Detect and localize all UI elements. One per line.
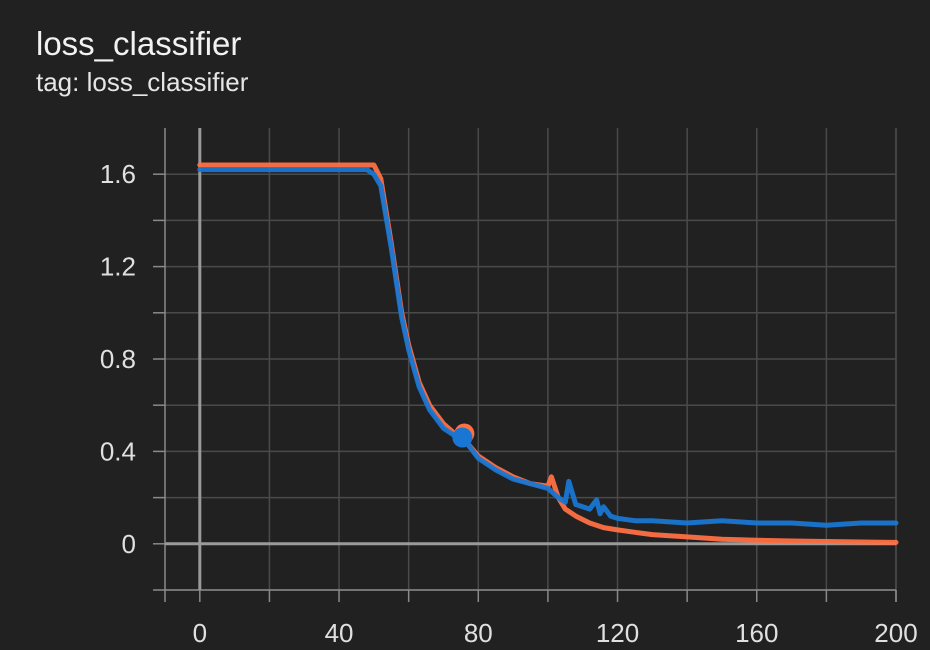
y-tick-label: 0 xyxy=(122,529,136,559)
axis-layer xyxy=(153,128,897,602)
x-tick-label: 40 xyxy=(325,618,354,648)
x-tick-label: 80 xyxy=(464,618,493,648)
x-tick-label: 200 xyxy=(874,618,917,648)
y-tick-label: 1.6 xyxy=(100,159,136,189)
grid-layer xyxy=(165,128,897,591)
hover-marker-blue xyxy=(452,427,473,448)
x-tick-label: 160 xyxy=(735,618,778,648)
y-tick-label: 0.8 xyxy=(100,344,136,374)
x-tick-label: 0 xyxy=(193,618,207,648)
series-layer xyxy=(197,162,899,545)
chart-title: loss_classifier xyxy=(36,25,242,62)
y-tick-label: 0.4 xyxy=(100,436,136,466)
series-line-blue xyxy=(197,167,899,528)
x-tick-label: 120 xyxy=(596,618,639,648)
y-tick-label: 1.2 xyxy=(100,252,136,282)
tick-label-layer: 0 40 80 120 160 200 0 0.4 0.8 1.2 1.6 xyxy=(100,159,918,648)
chart-tag-subtitle: tag: loss_classifier xyxy=(36,67,249,97)
